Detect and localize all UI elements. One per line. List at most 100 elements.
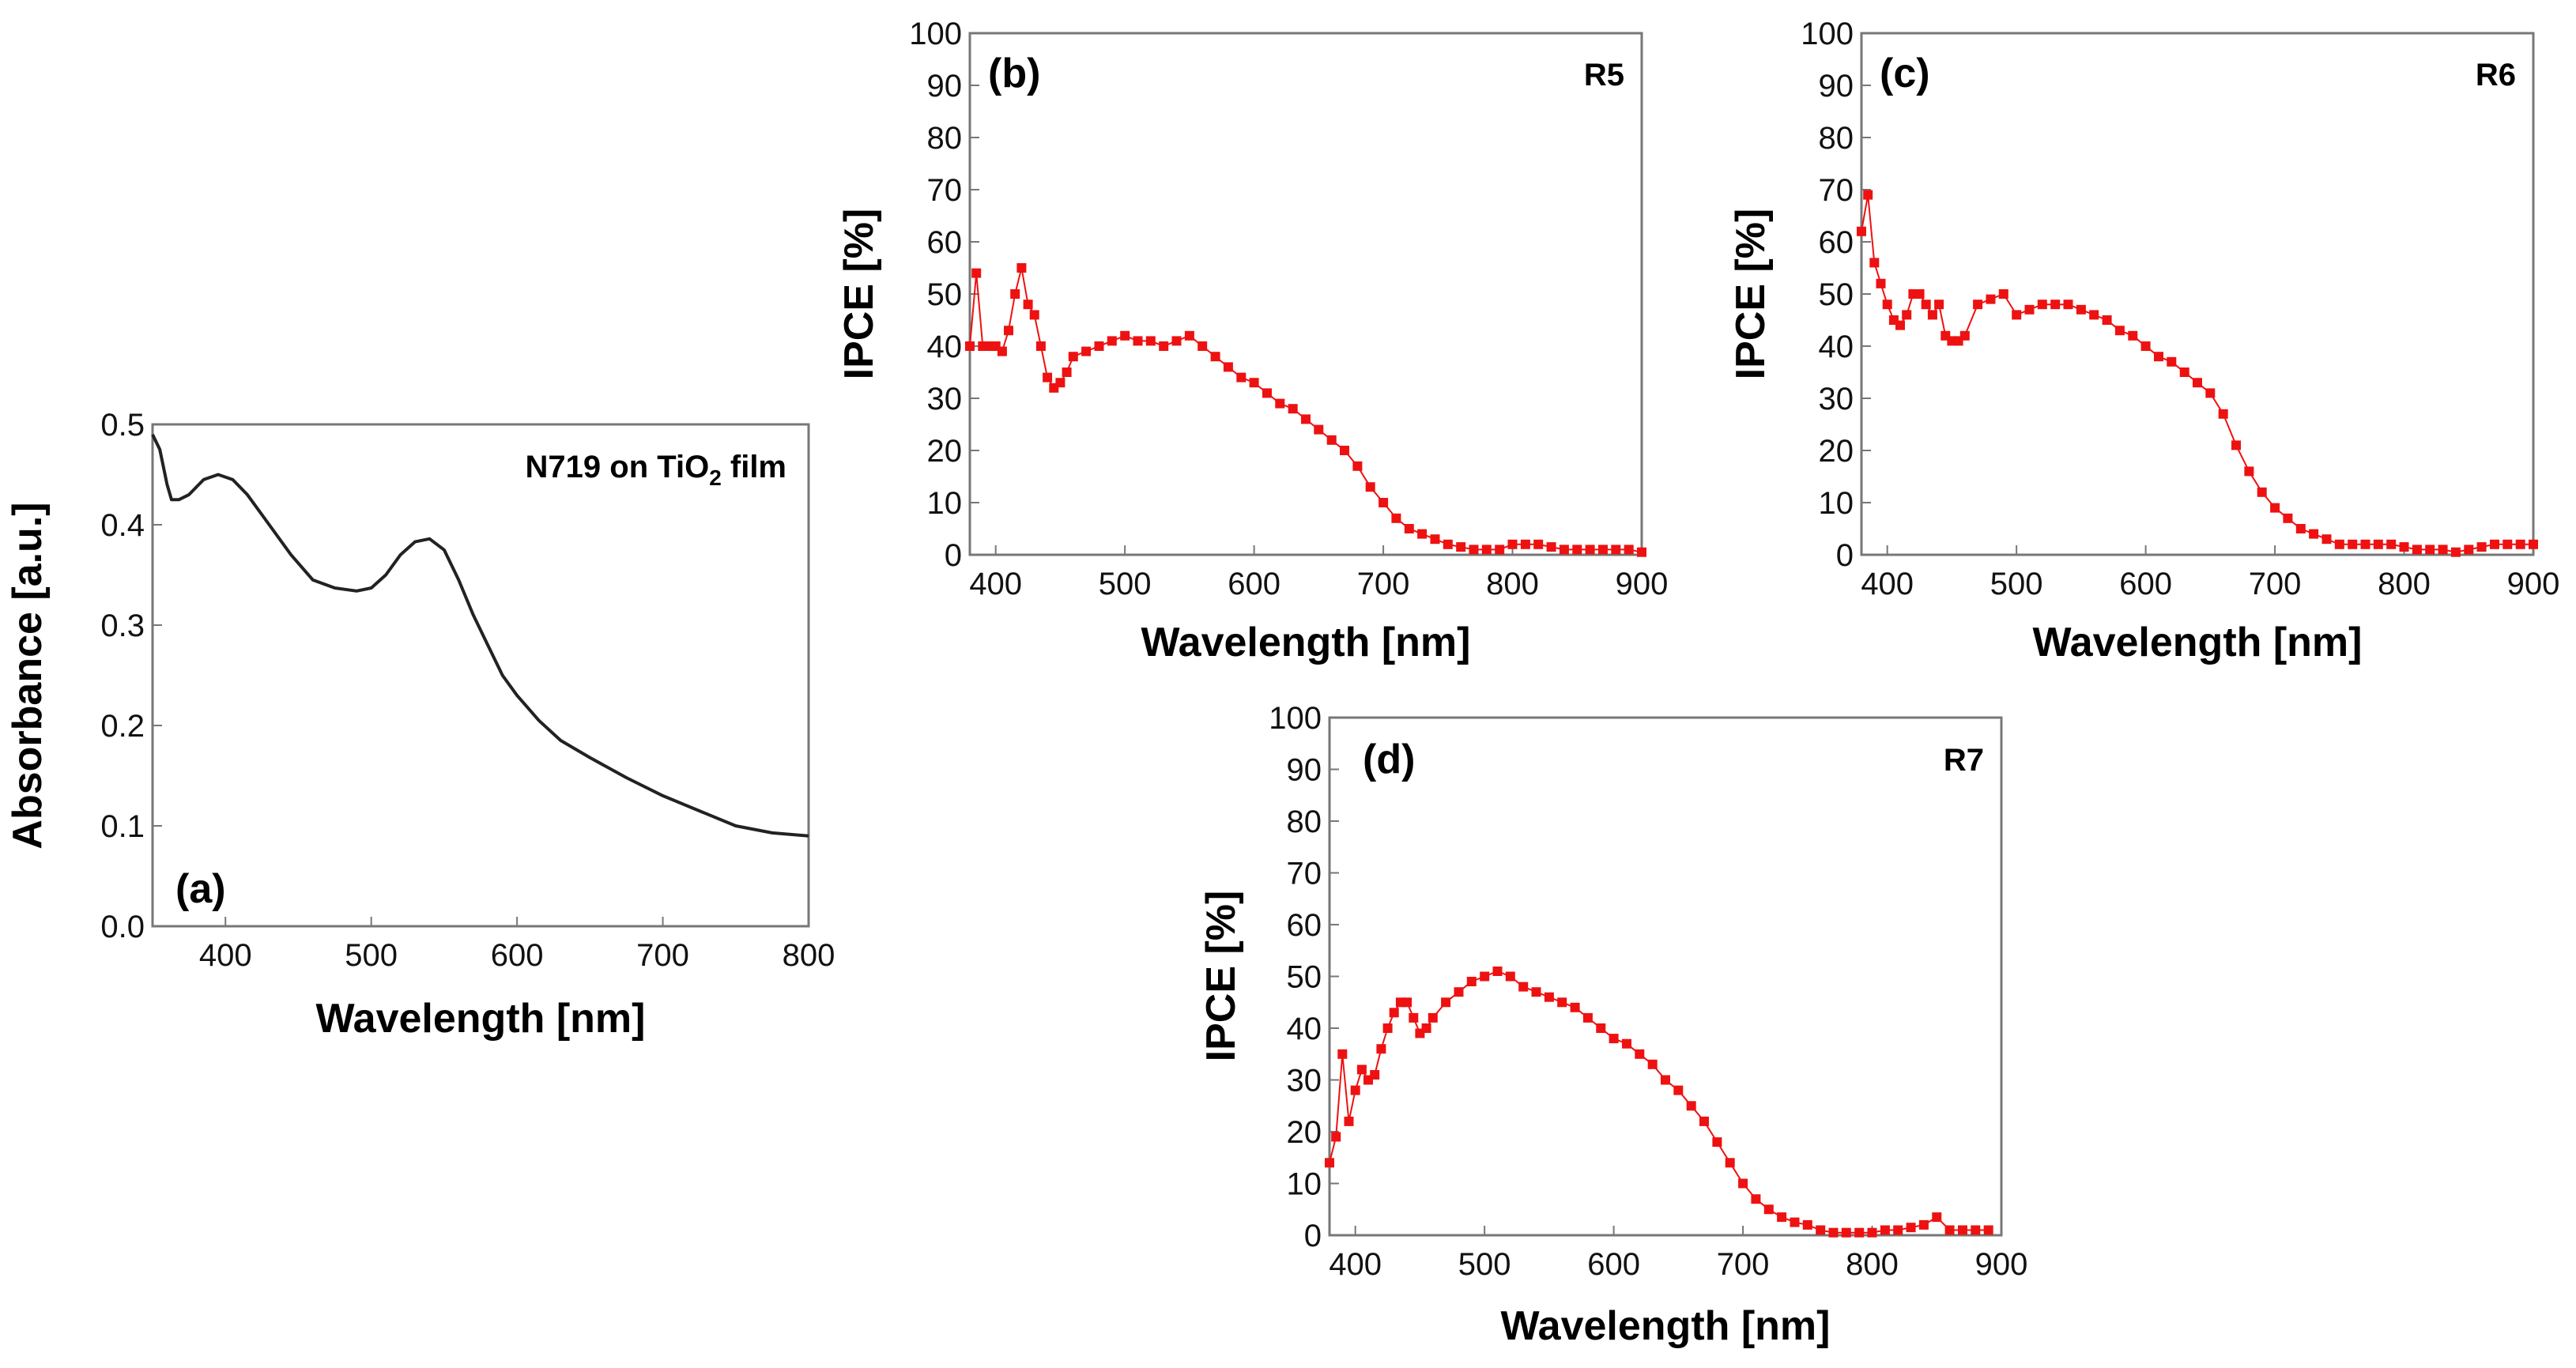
ipce-point: [1337, 1049, 1348, 1059]
ipce-point: [1107, 336, 1117, 346]
ipce-point: [1409, 1012, 1419, 1023]
y-tick-label: 0.5: [100, 408, 145, 443]
ipce-point: [1454, 987, 1464, 997]
ipce-point: [1598, 545, 1608, 555]
x-tick-label: 500: [1099, 567, 1152, 601]
ipce-point: [1611, 545, 1621, 555]
ipce-point: [1223, 362, 1233, 372]
ipce-point: [2114, 326, 2125, 336]
ipce-point: [1094, 341, 1104, 351]
ipce-point: [1520, 539, 1530, 549]
ipce-point: [1492, 967, 1503, 976]
ipce-point: [2412, 545, 2422, 555]
plot-frame-d: [1328, 716, 2003, 1237]
ipce-point: [1456, 542, 1466, 552]
ipce-point: [1609, 1034, 1619, 1044]
ipce-point: [1055, 378, 1065, 388]
x-tick-label: 400: [1329, 1247, 1382, 1282]
panel-c: 0 10 20 30 40 50 60 70 80 90 100 400 500 600 700 800 90…: [1728, 17, 2559, 665]
y-tick-label: 0.2: [100, 709, 145, 744]
panel-a: 0.0 0.1 0.2 0.3 0.4 0.5 400 500 600 700 800 (a) N…: [5, 408, 835, 1042]
panel-label-c: (c): [1880, 51, 1930, 96]
y-tick-label: 20: [927, 434, 963, 469]
ipce-point: [1236, 372, 1247, 383]
x-tick-label: 800: [783, 938, 835, 973]
y-ticks-a: 0.0 0.1 0.2 0.3 0.4 0.5: [100, 408, 162, 944]
ipce-point: [2348, 539, 2358, 549]
ipce-point: [2140, 341, 2151, 351]
ipce-point: [2193, 378, 2202, 388]
panel-label-d: (d): [1363, 737, 1415, 782]
ipce-point: [1404, 524, 1414, 533]
ipce-point: [1725, 1158, 1735, 1168]
x-tick-label: 600: [491, 938, 544, 973]
ipce-point: [1869, 258, 1880, 268]
y-tick-label: 100: [1801, 17, 1854, 51]
ipce-point: [2179, 367, 2189, 377]
ipce-point: [1184, 330, 1194, 341]
ipce-point: [2076, 304, 2086, 315]
y-axis-title-c: IPCE [%]: [1728, 209, 1774, 380]
ipce-point: [1043, 372, 1053, 383]
ipce-point: [2450, 547, 2461, 557]
x-tick-label: 600: [1228, 567, 1280, 601]
ipce-point: [1635, 1049, 1645, 1059]
y-tick-label: 70: [927, 173, 963, 208]
ipce-point: [1863, 190, 1873, 200]
ipce-point: [1340, 446, 1349, 455]
ipce-point: [1159, 341, 1169, 351]
ipce-point: [1546, 542, 1556, 552]
ipce-point: [1035, 341, 1046, 351]
ipce-point: [1927, 310, 1937, 320]
ipce-point: [1531, 987, 1541, 997]
ipce-point: [2515, 539, 2525, 549]
ipce-point: [1171, 336, 1182, 346]
ipce-point: [1585, 545, 1595, 555]
ipce-point: [1533, 539, 1544, 549]
x-ticks-b: 400 500 600 700 800 900: [969, 545, 1668, 601]
x-tick-label: 400: [1861, 567, 1914, 601]
ipce-point: [1350, 1085, 1360, 1095]
ipce-point: [1391, 513, 1401, 523]
ipce-point: [1288, 404, 1298, 414]
ipce-point: [2167, 356, 2177, 367]
ipce-point: [1906, 1223, 1916, 1233]
ipce-point: [1023, 300, 1033, 310]
ipce-point: [1210, 352, 1220, 362]
annotation-a-sub: 2: [709, 465, 722, 490]
ipce-point: [1370, 1070, 1380, 1080]
ipce-point: [2257, 487, 2267, 497]
ipce-point: [2244, 466, 2254, 477]
ipce-connector-line: [969, 267, 1643, 553]
ipce-point: [2218, 409, 2228, 419]
ipce-point: [1389, 1008, 1399, 1018]
y-tick-label: 80: [927, 121, 963, 156]
ipce-point: [2490, 539, 2499, 549]
ipce-point: [1998, 289, 2008, 299]
y-tick-label: 70: [1819, 173, 1854, 208]
x-tick-label: 800: [2378, 567, 2431, 601]
x-tick-label: 700: [636, 938, 689, 973]
x-ticks-a: 400 500 600 700 800: [199, 917, 835, 973]
x-axis-title-d: Wavelength [nm]: [1501, 1303, 1831, 1349]
ipce-point: [1986, 294, 1996, 304]
ipce-point: [1867, 1227, 1877, 1238]
y-tick-label: 50: [1819, 277, 1854, 312]
ipce-point: [1876, 278, 1886, 288]
annotation-a: N719 on TiO2 film: [526, 450, 786, 490]
ipce-point: [2386, 539, 2397, 549]
y-tick-label: 20: [1819, 434, 1854, 469]
panel-d: 0 10 20 30 40 50 60 70 80 90 100 400 500 600 700 800 90…: [1198, 701, 2027, 1349]
y-tick-label: 80: [1819, 121, 1854, 156]
ipce-point: [1921, 300, 1931, 310]
x-tick-label: 600: [1587, 1247, 1640, 1282]
plot-frame-a: [151, 423, 810, 928]
ipce-point: [2334, 539, 2344, 549]
y-tick-label: 10: [1287, 1167, 1322, 1202]
ipce-point: [2425, 545, 2435, 555]
x-axis-title-a: Wavelength [nm]: [316, 996, 646, 1042]
ipce-point: [2309, 529, 2319, 539]
y-tick-label: 90: [1819, 69, 1854, 104]
ipce-point: [1971, 1225, 1981, 1235]
